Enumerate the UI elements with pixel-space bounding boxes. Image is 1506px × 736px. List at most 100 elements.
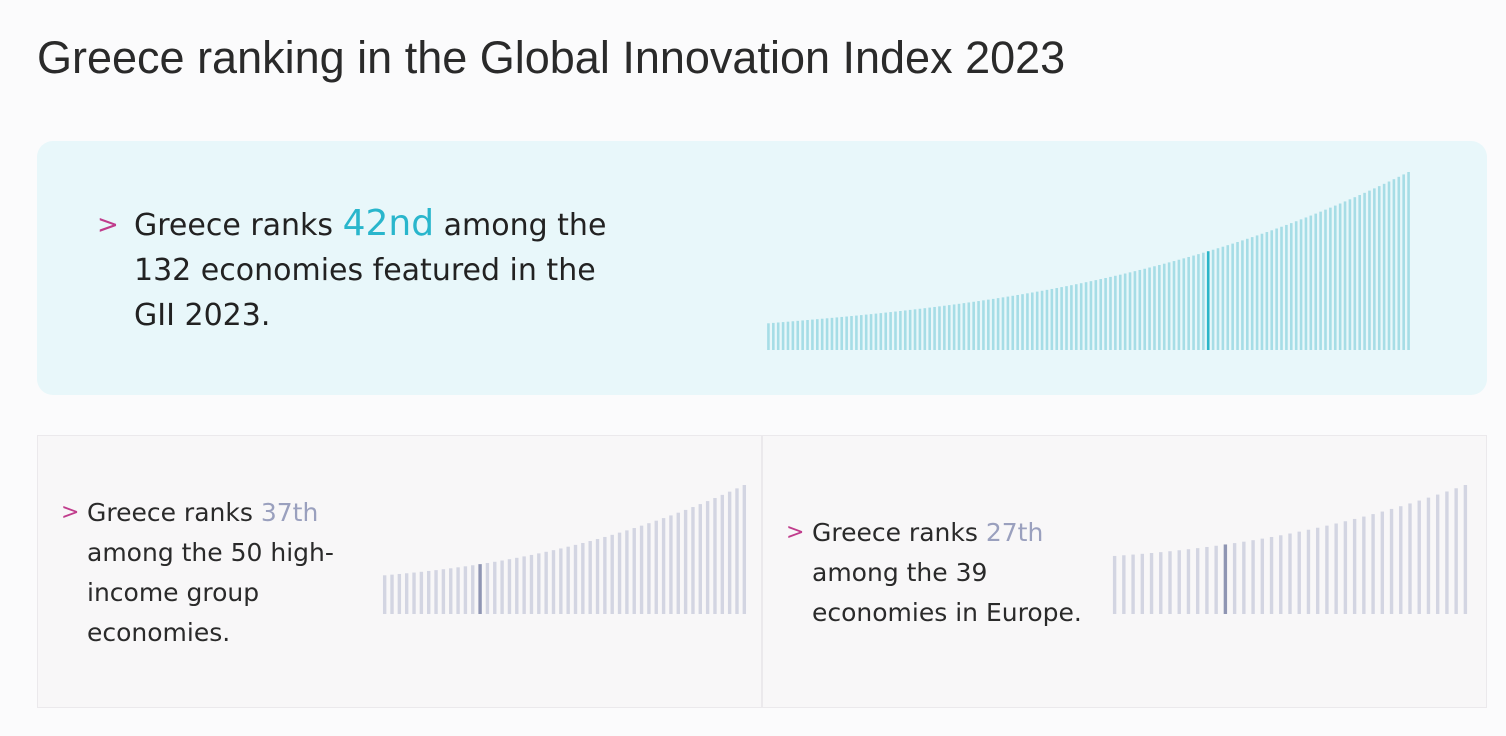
high-income-ranking-sentence: Greece ranks 37th among the 50 high-inco… [87, 493, 351, 653]
economy-bar [781, 322, 785, 350]
economy-bar [1074, 284, 1078, 350]
economy-bar [1371, 514, 1375, 614]
economy-bar [1389, 508, 1394, 614]
economy-bar [1226, 245, 1230, 350]
economy-bar [908, 309, 912, 350]
economy-bar [1099, 279, 1103, 350]
economy-bar [987, 299, 990, 350]
economy-bar [967, 302, 971, 350]
economy-bar [1382, 183, 1386, 350]
economy-bar [1079, 283, 1083, 350]
europe-ranking-bar-chart [1112, 485, 1468, 614]
economy-bar [1343, 521, 1348, 614]
economy-bar [661, 518, 666, 614]
economy-bar [796, 320, 800, 350]
economy-bar [835, 317, 839, 350]
economy-bar [404, 573, 409, 614]
economy-bar [855, 315, 858, 350]
economy-bar [669, 515, 673, 614]
economy-bar [791, 321, 795, 350]
economy-bar [1084, 282, 1088, 350]
economy-bar [1192, 255, 1195, 350]
economy-bar [1202, 252, 1205, 350]
economy-bar [1445, 491, 1449, 614]
economy-bar [595, 539, 600, 614]
economy-bar [1294, 221, 1298, 350]
economy-bar [1197, 254, 1200, 350]
economy-bar [427, 570, 431, 614]
economy-bar [1334, 523, 1338, 614]
economy-bar [1260, 538, 1265, 614]
economy-bar [1368, 190, 1371, 350]
economy-bar [1353, 197, 1357, 350]
economy-bar [463, 566, 468, 614]
economy-bar [1070, 285, 1073, 350]
economy-bar [720, 494, 725, 614]
economy-bar [1094, 280, 1098, 350]
economy-bar [801, 320, 804, 350]
economy-bar [1397, 176, 1401, 350]
economy-bar [874, 313, 878, 350]
economy-bar [654, 520, 658, 614]
economy-bar [1343, 201, 1347, 350]
economy-bar [943, 305, 946, 350]
economy-bar [566, 546, 570, 614]
economy-bar [705, 501, 710, 614]
economy-bar [1158, 264, 1161, 350]
chevron-right-icon: > [786, 520, 805, 545]
chevron-right-icon: > [61, 500, 80, 525]
economy-bar [1109, 276, 1112, 350]
economy-bar [1279, 535, 1283, 614]
economy-bar [1065, 286, 1068, 350]
economy-bar [1050, 288, 1054, 350]
economy-bar [1454, 488, 1458, 614]
economy-bar [1463, 485, 1468, 614]
economy-bar [434, 570, 438, 614]
economy-bar [1021, 294, 1024, 350]
economy-bar [603, 536, 607, 614]
main-ranking-card [37, 141, 1487, 395]
economy-bar [529, 554, 534, 614]
economy-bar [913, 309, 917, 350]
economy-bar [933, 306, 936, 350]
economy-bar [786, 321, 790, 350]
economy-bar [869, 314, 873, 350]
economy-bar [1260, 233, 1264, 350]
economy-bar [864, 314, 868, 350]
economy-bar [1216, 248, 1220, 350]
economy-bar [1280, 226, 1283, 350]
economy-bar [449, 568, 453, 614]
economy-bar [889, 312, 892, 350]
economy-bar [1060, 287, 1063, 350]
economy-bar [1214, 545, 1218, 614]
economy-bar [1315, 527, 1320, 614]
economy-bar [1205, 546, 1209, 614]
economy-bar [1187, 256, 1190, 350]
economy-bar [996, 298, 1000, 350]
economy-bar [1221, 246, 1225, 350]
economy-bar [899, 311, 902, 350]
economy-bar [610, 534, 614, 614]
economy-bar [776, 322, 780, 350]
economy-bar [493, 561, 497, 614]
economy-bar [382, 575, 387, 614]
economy-bar [485, 562, 490, 614]
economy-bar [1297, 531, 1301, 614]
economy-bar [928, 307, 931, 350]
economy-bar [1118, 274, 1122, 350]
economy-bar [1329, 207, 1332, 350]
economy-bar [903, 310, 907, 350]
economy-bar [825, 318, 829, 350]
economy-bar [419, 571, 424, 614]
economy-bar [1358, 195, 1361, 350]
economy-bar [742, 485, 747, 614]
economy-bar [816, 319, 819, 350]
economy-bar [1304, 217, 1308, 350]
europe-rank-value: 27th [985, 518, 1044, 547]
economy-bar [894, 311, 897, 350]
economy-bar [727, 491, 732, 614]
economy-bar [581, 542, 585, 614]
economy-bar [1089, 281, 1093, 350]
economy-bar [507, 559, 512, 614]
economy-bar [1241, 240, 1244, 350]
